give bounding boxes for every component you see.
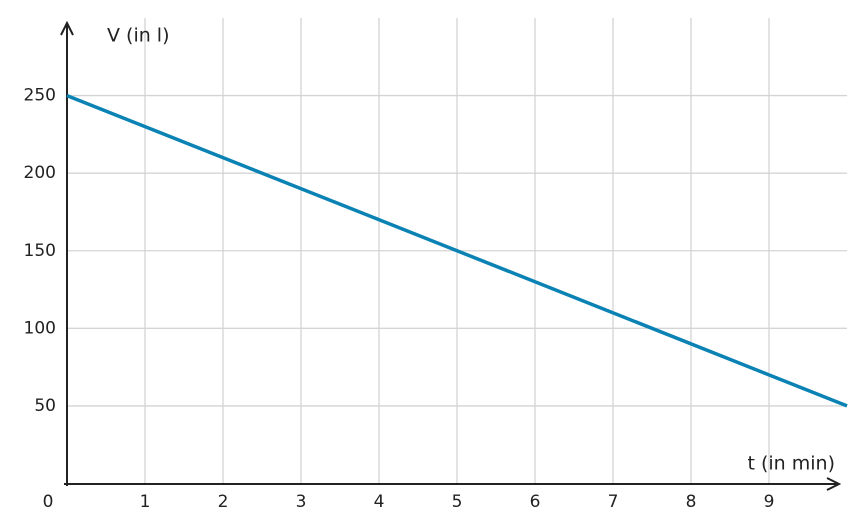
x-arrow <box>826 477 842 491</box>
y-arrow <box>60 20 74 36</box>
x-tick-label: 3 <box>296 492 307 512</box>
x-tick-label: 1 <box>140 492 151 512</box>
x-tick-label: 4 <box>374 492 385 512</box>
y-tick-label: 100 <box>24 318 56 338</box>
x-tick-label: 5 <box>452 492 463 512</box>
x-tick-label: 9 <box>764 492 775 512</box>
y-tick-label: 250 <box>24 86 56 106</box>
x-tick-label: 6 <box>530 492 541 512</box>
y-tick-label: 150 <box>24 241 56 261</box>
x-axis-label: t (in min) <box>747 453 835 475</box>
y-axis-label: V (in l) <box>107 25 170 47</box>
x-tick-label: 7 <box>608 492 619 512</box>
x-tick-label: 0 <box>43 492 54 512</box>
x-tick-label: 8 <box>686 492 697 512</box>
y-tick-label: 50 <box>34 396 56 416</box>
y-tick-label: 200 <box>24 163 56 183</box>
x-tick-label: 2 <box>218 492 229 512</box>
data-line <box>66 93 848 408</box>
